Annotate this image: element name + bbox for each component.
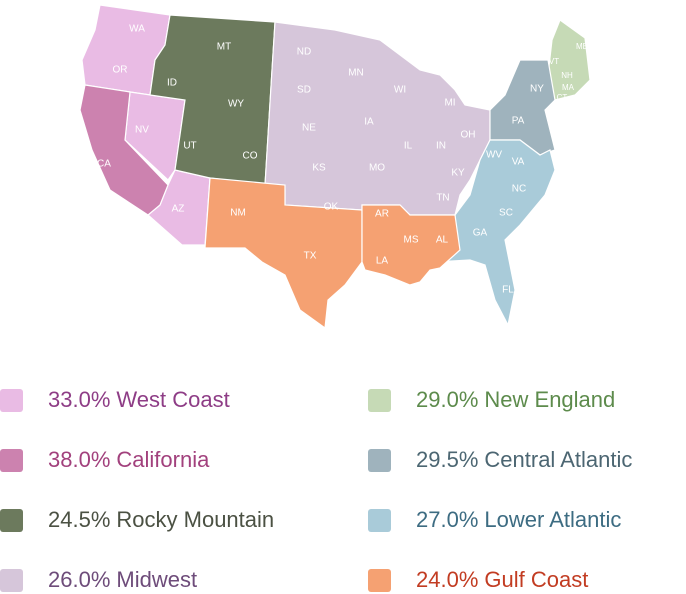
- region-shape: [547, 19, 591, 101]
- region-shape: [79, 84, 169, 216]
- state-label: MA: [562, 83, 575, 92]
- legend-item: 29.5% Central Atlantic: [368, 445, 632, 475]
- state-label: IN: [436, 141, 446, 152]
- state-label: NC: [512, 184, 526, 195]
- state-label: SD: [297, 85, 311, 96]
- state-label: OH: [461, 130, 476, 141]
- legend-swatch: [368, 568, 391, 592]
- legend-item: 24.0% Gulf Coast: [368, 565, 588, 594]
- legend-swatch: [0, 388, 23, 412]
- legend-item: 29.0% New England: [368, 385, 615, 415]
- legend-name: Central Atlantic: [484, 447, 633, 472]
- state-label: AL: [436, 235, 449, 246]
- state-label: CA: [97, 159, 111, 170]
- state-label: ND: [297, 47, 311, 58]
- state-label: NE: [302, 123, 316, 134]
- state-label: VA: [512, 157, 525, 168]
- legend-name: California: [116, 447, 210, 472]
- state-label: ME: [576, 42, 588, 51]
- state-label: AR: [375, 209, 389, 220]
- state-label: PA: [512, 116, 525, 127]
- state-label: MO: [369, 163, 385, 174]
- legend-swatch: [368, 388, 391, 412]
- legend-item: 33.0% West Coast: [0, 385, 230, 415]
- legend-item: 24.5% Rocky Mountain: [0, 505, 274, 535]
- legend-share: 33.0%: [48, 387, 111, 412]
- legend-name: West Coast: [116, 387, 230, 412]
- state-label: FL: [502, 285, 514, 296]
- state-label: KY: [451, 168, 465, 179]
- us-map: WA OR NV AZ CA ID MT WY UT CO ND SD NE KS OK MN IA MO WI IL…: [79, 4, 591, 330]
- state-label: NM: [230, 208, 246, 219]
- state-label: TX: [304, 251, 317, 262]
- legend-share: 24.5%: [48, 507, 111, 532]
- state-label: SC: [499, 208, 513, 219]
- state-label: OR: [113, 65, 128, 76]
- state-label: NY: [530, 84, 544, 95]
- state-label: IA: [364, 117, 374, 128]
- state-label: GA: [473, 228, 488, 239]
- legend-share: 26.0%: [48, 567, 111, 592]
- state-label: MI: [444, 98, 455, 109]
- state-label: WV: [486, 150, 502, 161]
- legend-name: Midwest: [116, 567, 198, 592]
- state-label: MS: [404, 235, 419, 246]
- legend-name: Gulf Coast: [484, 567, 589, 592]
- state-label: MT: [217, 42, 231, 53]
- legend-swatch: [0, 568, 23, 592]
- legend-swatch: [0, 448, 23, 472]
- state-label: LA: [376, 256, 389, 267]
- state-label: NV: [135, 125, 149, 136]
- state-label: UT: [183, 141, 196, 152]
- state-label: OK: [324, 202, 339, 213]
- legend-item: 38.0% California: [0, 445, 209, 475]
- legend-name: Rocky Mountain: [116, 507, 275, 532]
- legend-share: 29.0%: [416, 387, 479, 412]
- legend-item: 27.0% Lower Atlantic: [368, 505, 621, 535]
- legend-share: 38.0%: [48, 447, 111, 472]
- legend-share: 27.0%: [416, 507, 479, 532]
- state-label: WA: [129, 24, 145, 35]
- region-shape: [204, 177, 363, 330]
- state-label: CO: [243, 151, 258, 162]
- state-label: IL: [404, 141, 413, 152]
- state-label: NH: [561, 71, 573, 80]
- state-label: VT: [549, 57, 559, 66]
- state-label: KS: [312, 163, 326, 174]
- legend-item: 26.0% Midwest: [0, 565, 197, 594]
- legend-share: 24.0%: [416, 567, 479, 592]
- state-label: WI: [394, 85, 406, 96]
- legend-name: Lower Atlantic: [484, 507, 622, 532]
- state-label: WY: [228, 99, 244, 110]
- state-label: MN: [348, 68, 364, 79]
- region-shape: [361, 204, 461, 286]
- legend-swatch: [368, 508, 391, 532]
- state-label: ID: [167, 78, 177, 89]
- legend-swatch: [0, 508, 23, 532]
- legend-swatch: [368, 448, 391, 472]
- state-label: CT: [557, 93, 568, 102]
- state-label: AZ: [172, 204, 185, 215]
- state-label: TN: [436, 193, 449, 204]
- legend-name: New England: [484, 387, 616, 412]
- legend-share: 29.5%: [416, 447, 479, 472]
